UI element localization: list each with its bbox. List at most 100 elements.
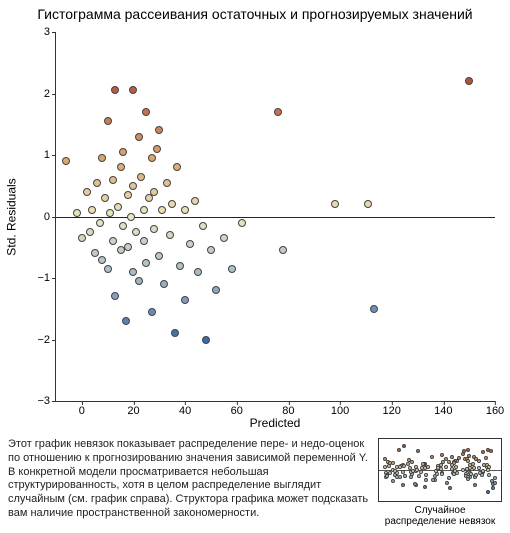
data-point [142,259,150,267]
data-point [91,249,99,257]
y-tick: −3 [37,395,56,407]
mini-data-point [462,449,466,453]
data-point [220,234,228,242]
data-point [106,209,114,217]
data-point [212,286,220,294]
y-tick: 0 [44,211,56,223]
mini-data-point [383,457,387,461]
mini-data-point [440,453,444,457]
data-point [117,163,125,171]
y-tick: 1 [44,149,56,161]
mini-data-point [402,444,406,448]
data-point [129,86,137,94]
mini-data-point [474,457,478,461]
mini-data-point [423,485,427,489]
data-point [160,280,168,288]
mini-data-point [387,464,391,468]
data-point [119,222,127,230]
data-point [181,296,189,304]
mini-data-point [408,466,412,470]
description-text: Этот график невязок показывает распредел… [8,438,372,521]
chart-title: Гистограмма рассеивания остаточных и про… [0,6,510,22]
data-point [148,308,156,316]
mini-data-point [457,456,461,460]
mini-data-point [445,481,449,485]
mini-data-point [448,486,452,490]
mini-data-point [465,467,469,471]
x-tick: 60 [231,401,243,417]
y-tick: 3 [44,26,56,38]
data-point [202,336,210,344]
data-point [168,200,176,208]
mini-data-point [417,474,421,478]
data-point [191,197,199,205]
mini-data-point [468,463,472,467]
mini-data-point [401,483,405,487]
data-point [78,234,86,242]
mini-data-point [416,449,420,453]
x-tick: 20 [127,401,139,417]
mini-data-point [440,472,444,476]
data-point [194,268,202,276]
mini-data-point [401,470,405,474]
data-point [98,154,106,162]
mini-data-point [444,465,448,469]
data-point [73,209,81,217]
data-point [124,191,132,199]
data-point [148,154,156,162]
mini-data-point [421,462,425,466]
data-point [109,237,117,245]
mini-data-point [447,460,451,464]
data-point [181,206,189,214]
data-point [166,231,174,239]
data-point [140,237,148,245]
mini-data-point [430,455,434,459]
mini-data-point [471,462,475,466]
data-point [127,213,135,221]
data-point [124,243,132,251]
data-point [331,200,339,208]
data-point [98,256,106,264]
mini-data-point [435,472,439,476]
data-point [104,117,112,125]
x-axis-label: Predicted [55,416,495,430]
data-point [155,126,163,134]
data-point [129,182,137,190]
data-point [150,188,158,196]
mini-data-point [385,474,389,478]
x-tick: 120 [383,401,401,417]
mini-data-point [402,464,406,468]
mini-data-point [403,474,407,478]
data-point [96,219,104,227]
data-point [101,194,109,202]
mini-data-point [391,479,395,483]
mini-data-point [493,481,497,485]
zero-line [56,217,495,218]
mini-data-point [484,456,488,460]
mini-data-point [480,473,484,477]
mini-data-point [493,476,497,480]
y-axis-label: Std. Residuals [4,32,20,402]
data-point [163,179,171,187]
mini-data-point [453,469,457,473]
scatter-plot: −3−2−10123 0 20 40 60 80100120140160 [55,32,495,402]
data-point [111,292,119,300]
mini-data-point [486,468,490,472]
mini-data-point [436,466,440,470]
mini-data-point [397,448,401,452]
data-point [238,219,246,227]
data-point [62,157,70,165]
mini-data-point [447,476,451,480]
mini-data-point [393,469,397,473]
mini-data-point [487,473,491,477]
mini-data-point [486,490,490,494]
data-point [176,262,184,270]
x-tick: 40 [179,401,191,417]
data-point [171,329,179,337]
mini-data-point [395,475,399,479]
mini-data-point [473,483,477,487]
mini-plot-label: Случайное распределение невязок [378,505,502,527]
y-tick: −2 [37,334,56,346]
x-tick: 140 [434,401,452,417]
data-point [173,163,181,171]
